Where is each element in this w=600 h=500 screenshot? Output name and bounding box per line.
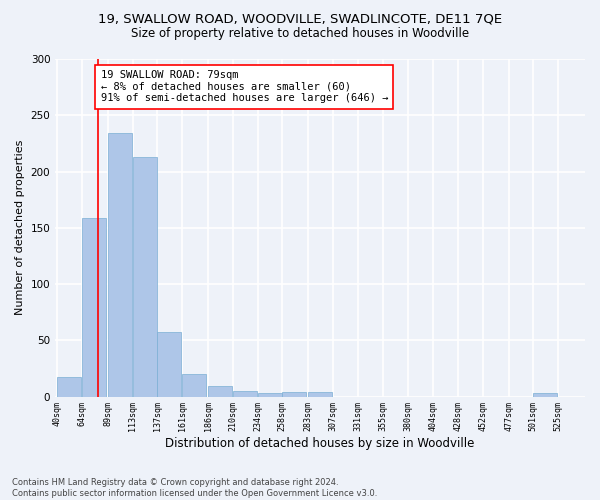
Bar bbox=[283, 392, 307, 396]
Bar bbox=[208, 386, 232, 396]
Bar bbox=[108, 134, 132, 396]
Text: Contains HM Land Registry data © Crown copyright and database right 2024.
Contai: Contains HM Land Registry data © Crown c… bbox=[12, 478, 377, 498]
Text: Size of property relative to detached houses in Woodville: Size of property relative to detached ho… bbox=[131, 28, 469, 40]
Bar bbox=[308, 392, 332, 396]
Y-axis label: Number of detached properties: Number of detached properties bbox=[15, 140, 25, 316]
Text: 19, SWALLOW ROAD, WOODVILLE, SWADLINCOTE, DE11 7QE: 19, SWALLOW ROAD, WOODVILLE, SWADLINCOTE… bbox=[98, 12, 502, 26]
X-axis label: Distribution of detached houses by size in Woodville: Distribution of detached houses by size … bbox=[166, 437, 475, 450]
Bar bbox=[157, 332, 181, 396]
Bar bbox=[257, 393, 281, 396]
Bar bbox=[133, 157, 157, 396]
Bar bbox=[182, 374, 206, 396]
Bar bbox=[533, 393, 557, 396]
Text: 19 SWALLOW ROAD: 79sqm
← 8% of detached houses are smaller (60)
91% of semi-deta: 19 SWALLOW ROAD: 79sqm ← 8% of detached … bbox=[101, 70, 388, 104]
Bar bbox=[82, 218, 106, 396]
Bar bbox=[57, 378, 81, 396]
Bar bbox=[233, 391, 257, 396]
